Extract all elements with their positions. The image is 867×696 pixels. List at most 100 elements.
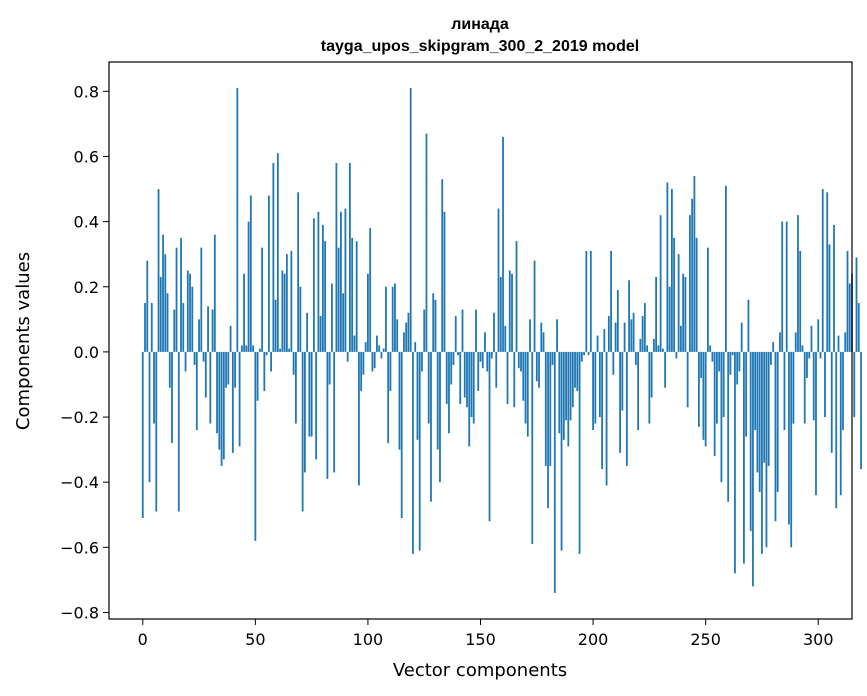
bar [475, 309, 477, 352]
bar [466, 351, 468, 408]
bar [691, 198, 694, 352]
bar [222, 351, 225, 460]
bar [427, 351, 430, 424]
bar [747, 299, 750, 352]
bar [292, 351, 295, 375]
bar [405, 322, 408, 352]
bar [794, 332, 797, 352]
bar [727, 351, 730, 502]
bar [641, 316, 644, 352]
bar [342, 293, 345, 352]
bar [380, 351, 383, 359]
bar [144, 303, 146, 352]
bar [490, 351, 493, 359]
bar [754, 351, 757, 431]
bar [290, 250, 293, 352]
bar [756, 351, 759, 473]
bar [231, 351, 234, 453]
bar [166, 293, 169, 352]
bar [716, 351, 718, 424]
x-tick-label: 250 [690, 630, 721, 649]
bar [601, 351, 603, 470]
bar [817, 319, 820, 352]
bar [531, 351, 534, 545]
bar [675, 351, 678, 359]
bar [517, 351, 520, 369]
bar [826, 192, 829, 352]
bar [839, 351, 842, 496]
bar [576, 351, 579, 391]
bar [788, 351, 790, 525]
bar [499, 276, 502, 352]
bar [540, 322, 543, 352]
bar [288, 348, 291, 352]
bar [150, 303, 153, 352]
bar [218, 351, 221, 450]
bar [720, 351, 723, 483]
bar [468, 351, 471, 447]
bar [240, 345, 243, 352]
bar [376, 335, 378, 352]
bar [544, 351, 547, 466]
bar [265, 351, 268, 356]
bar [632, 312, 635, 352]
bar [360, 351, 363, 391]
bar [155, 351, 158, 512]
bar [698, 351, 700, 427]
bar [294, 351, 297, 424]
bar [553, 351, 556, 593]
bar [198, 319, 200, 352]
bar [504, 325, 507, 352]
bar [254, 351, 257, 541]
bar [661, 348, 664, 352]
bar [182, 303, 185, 352]
bar [414, 342, 417, 352]
bar [776, 351, 779, 492]
bar [677, 254, 680, 352]
bar [479, 351, 482, 362]
bar [324, 241, 327, 352]
bar [407, 312, 410, 352]
bar [148, 351, 151, 483]
bar [830, 351, 833, 453]
bar [173, 309, 176, 352]
bar [238, 351, 241, 447]
bar [704, 351, 707, 447]
bar [488, 351, 491, 522]
bar [819, 351, 822, 359]
bar [463, 351, 466, 398]
bar [792, 351, 795, 424]
bar [790, 351, 793, 548]
bar [373, 351, 376, 369]
bar [668, 286, 671, 352]
bar [767, 351, 770, 466]
bar [243, 273, 245, 352]
bar [761, 351, 763, 554]
bar [565, 351, 567, 421]
bar [549, 351, 552, 466]
bar [612, 351, 615, 375]
bar [472, 351, 475, 424]
bar [157, 189, 160, 352]
bar [285, 254, 288, 352]
bar [623, 322, 626, 352]
bar [589, 250, 592, 352]
bars-group [141, 88, 862, 593]
bar [209, 351, 212, 424]
bar [812, 351, 815, 421]
bar [758, 351, 761, 492]
bar [351, 237, 354, 352]
bar [774, 351, 777, 522]
bar [207, 306, 209, 352]
bar [168, 351, 171, 388]
bar [659, 215, 662, 352]
x-tick-label: 150 [465, 630, 496, 649]
bar [725, 185, 727, 352]
bar [743, 351, 745, 564]
bar [763, 351, 766, 463]
bar [752, 351, 754, 587]
bar [855, 257, 858, 352]
plot-frame [108, 61, 853, 620]
bar [398, 351, 401, 450]
